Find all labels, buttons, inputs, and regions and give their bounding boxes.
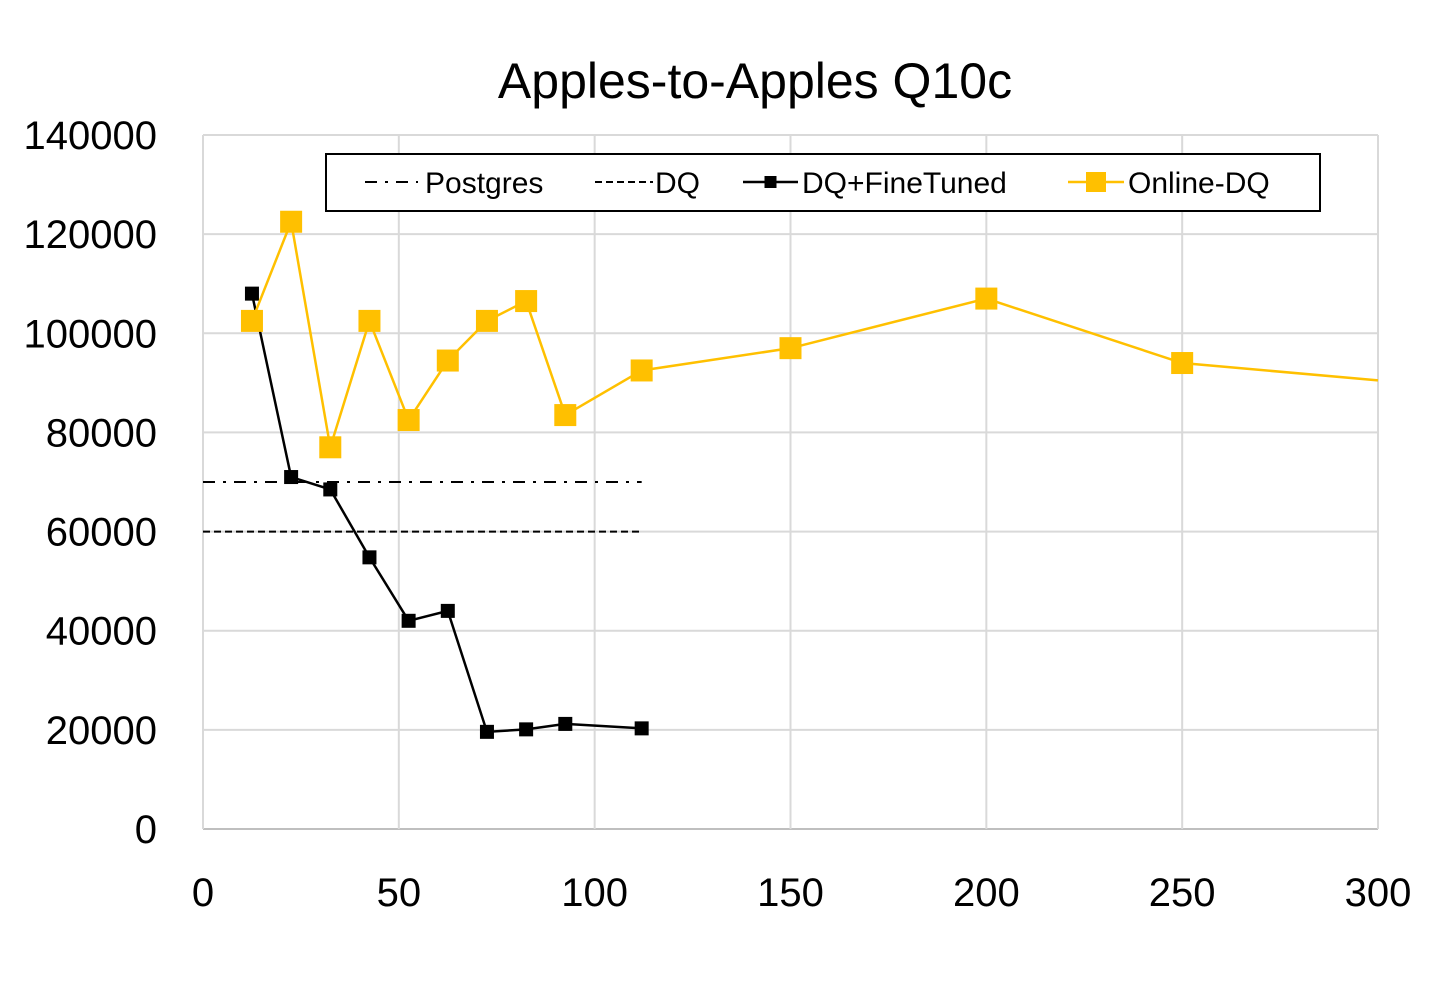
- data-point-marker: [630, 359, 653, 382]
- series-line: [250, 293, 642, 734]
- x-tick-label: 50: [377, 871, 422, 915]
- data-point-marker: [240, 309, 263, 332]
- y-tick-label: 20000: [46, 709, 157, 753]
- legend-label: Online-DQ: [1128, 167, 1270, 200]
- legend-label: DQ: [655, 167, 700, 200]
- data-point-marker: [323, 482, 338, 497]
- x-tick-label: 250: [1149, 871, 1216, 915]
- data-point-marker: [284, 470, 299, 485]
- axes: 0 20000 40000 60000 80000 100000 120000 140000 0…: [24, 114, 1412, 915]
- data-point-marker: [440, 603, 455, 618]
- data-point-marker: [779, 337, 802, 360]
- data-point-marker: [515, 290, 538, 313]
- legend: Postgres DQ DQ+FineTuned Online-DQ: [325, 153, 1321, 212]
- y-tick-label: 100000: [24, 312, 157, 356]
- x-tick-label: 300: [1345, 871, 1412, 915]
- data-point-marker: [479, 724, 494, 739]
- data-point-marker: [436, 349, 459, 372]
- y-tick-label: 60000: [46, 511, 157, 555]
- data-point-marker: [558, 716, 573, 731]
- y-tick-label: 80000: [46, 411, 157, 455]
- data-point-marker: [975, 287, 998, 310]
- plot-area: [203, 210, 1379, 739]
- series-dq-finetuned: [244, 286, 649, 739]
- data-point-marker: [358, 309, 381, 332]
- data-point-marker: [362, 550, 377, 565]
- legend-item-dq: DQ: [595, 167, 700, 200]
- legend-label: DQ+FineTuned: [802, 167, 1007, 200]
- data-point-marker: [634, 721, 649, 736]
- data-point-marker: [319, 436, 342, 459]
- data-point-marker: [1171, 352, 1194, 375]
- data-point-marker: [244, 286, 259, 301]
- series-online-dq: [240, 210, 1379, 459]
- x-tick-label: 150: [757, 871, 824, 915]
- x-tick-label: 200: [953, 871, 1020, 915]
- y-tick-label: 140000: [24, 114, 157, 158]
- data-point-marker: [397, 409, 420, 432]
- chart-title: Apples-to-Apples Q10c: [498, 53, 1012, 109]
- legend-item-dq-finetuned: DQ+FineTuned: [743, 167, 1007, 200]
- legend-label: Postgres: [425, 167, 543, 200]
- legend-box: [325, 153, 1321, 212]
- legend-item-postgres: Postgres: [365, 167, 543, 200]
- data-point-marker: [475, 309, 498, 332]
- legend-swatch-marker: [764, 176, 777, 188]
- x-tick-label: 0: [192, 871, 214, 915]
- y-tick-label: 40000: [46, 610, 157, 654]
- legend-swatch-marker: [1086, 172, 1106, 192]
- data-point-marker: [554, 404, 577, 427]
- y-tick-label: 120000: [24, 213, 157, 257]
- data-point-marker: [401, 613, 416, 628]
- x-tick-label: 100: [561, 871, 628, 915]
- data-point-marker: [280, 210, 303, 233]
- legend-item-online-dq: Online-DQ: [1068, 167, 1270, 200]
- gridlines: [202, 134, 1379, 830]
- series-line: [250, 217, 1379, 448]
- data-point-marker: [519, 722, 534, 737]
- y-tick-label: 0: [135, 808, 157, 852]
